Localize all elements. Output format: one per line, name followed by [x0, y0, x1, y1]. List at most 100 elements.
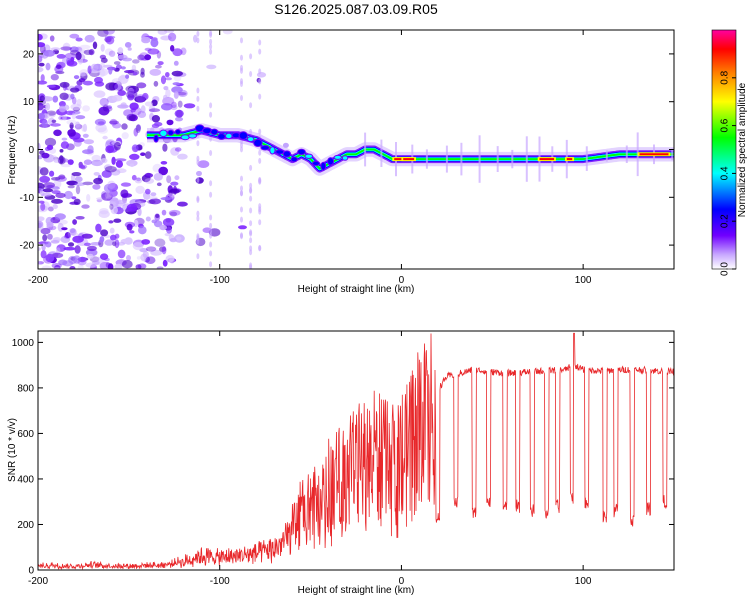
noise-blob: [103, 183, 113, 193]
noise-blob: [75, 51, 82, 61]
noise-blob: [99, 236, 105, 243]
noise-streak: [209, 222, 213, 229]
noise-blob: [142, 251, 149, 258]
ridge-blob: [253, 138, 263, 147]
noise-streak: [258, 39, 262, 46]
noise-blob: [117, 90, 127, 96]
noise-blob: [57, 222, 64, 232]
noise-streak: [258, 93, 262, 100]
noise-streak: [249, 245, 253, 252]
noise-blob: [165, 77, 173, 81]
x-tick-label: 100: [575, 275, 592, 286]
noise-blob: [76, 80, 83, 86]
ridge-blob: [246, 136, 255, 143]
noise-blob: [84, 34, 95, 43]
noise-blob: [282, 142, 289, 148]
x-tick-label: 0: [399, 576, 405, 587]
noise-blob: [113, 141, 121, 151]
noise-streak: [258, 244, 262, 251]
noise-blob: [43, 49, 56, 57]
noise-blob: [59, 81, 70, 88]
noise-blob: [83, 49, 94, 55]
noise-blob: [50, 47, 61, 51]
noise-blob: [45, 62, 51, 71]
noise-blob: [38, 55, 43, 63]
ridge-blob: [311, 160, 321, 166]
noise-blob: [106, 105, 112, 109]
noise-blob: [51, 177, 61, 181]
noise-blob: [66, 119, 77, 125]
noise-blob: [157, 30, 168, 35]
y-tick-label: 600: [17, 429, 34, 440]
noise-blob: [117, 47, 124, 55]
noise-streak: [249, 207, 253, 214]
noise-blob: [113, 218, 122, 223]
noise-streak: [196, 87, 200, 94]
noise-streak: [240, 185, 243, 192]
noise-blob: [132, 71, 138, 76]
noise-blob: [127, 47, 132, 51]
noise-streak: [258, 219, 262, 226]
noise-blob: [71, 112, 77, 120]
noise-blob: [177, 201, 188, 207]
noise-blob: [98, 68, 109, 76]
ridge-blob: [202, 127, 212, 135]
noise-blob: [91, 159, 103, 167]
colorbar-tick-label: 0.6: [720, 118, 731, 132]
noise-blob: [93, 177, 103, 185]
ridge-blob: [275, 149, 285, 155]
noise-blob: [161, 103, 173, 111]
ridge-blob: [290, 156, 298, 163]
noise-blob: [120, 74, 126, 80]
noise-blob: [150, 192, 157, 197]
noise-blob: [154, 238, 166, 247]
noise-blob: [53, 179, 62, 189]
ridge-blob: [341, 155, 349, 161]
noise-blob: [140, 152, 146, 156]
noise-blob: [145, 216, 151, 222]
noise-blob: [129, 230, 135, 234]
noise-blob: [38, 112, 46, 120]
noise-blob: [38, 42, 46, 48]
noise-blob: [135, 94, 146, 103]
noise-blob: [109, 189, 118, 197]
snr-x-label: Height of straight line (km): [298, 585, 415, 596]
noise-streak: [196, 37, 200, 44]
y-tick-label: 200: [17, 520, 34, 531]
noise-blob: [120, 182, 132, 187]
noise-blob: [132, 59, 140, 64]
noise-blob: [123, 109, 133, 117]
noise-blob: [39, 175, 51, 183]
snr-marks: [38, 332, 674, 570]
noise-streak: [249, 164, 253, 171]
noise-blob: [82, 80, 93, 86]
noise-blob: [74, 182, 86, 187]
noise-blob: [107, 180, 116, 189]
noise-blob: [172, 48, 183, 57]
noise-blob: [131, 174, 137, 181]
noise-blob: [144, 101, 153, 107]
noise-blob: [113, 61, 121, 65]
noise-blob: [64, 190, 73, 200]
noise-blob: [61, 137, 68, 141]
noise-blob: [150, 249, 163, 256]
noise-blob: [168, 32, 177, 42]
noise-blob: [115, 202, 126, 207]
noise-blob: [183, 103, 196, 109]
noise-streak: [196, 159, 200, 166]
colorbar-tick-label: 0.0: [720, 262, 731, 276]
noise-blob: [48, 111, 56, 118]
noise-blob: [166, 226, 172, 234]
noise-blob: [175, 116, 183, 122]
noise-blob: [105, 145, 115, 154]
ridge-blob: [167, 129, 174, 136]
noise-blob: [148, 108, 161, 113]
noise-blob: [66, 180, 78, 186]
noise-blob: [40, 74, 45, 82]
spectrogram-y-label: Frequency (Hz): [7, 116, 18, 185]
noise-blob: [170, 45, 175, 52]
noise-blob: [105, 36, 115, 45]
noise-blob: [173, 60, 179, 66]
noise-streak: [240, 232, 243, 239]
